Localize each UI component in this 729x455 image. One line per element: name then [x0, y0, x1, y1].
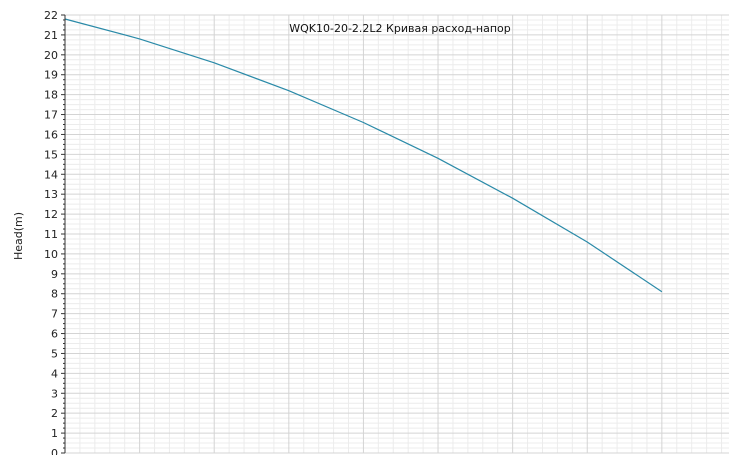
major-grid [65, 14, 729, 454]
series-layer [64, 18, 663, 293]
y-tick-label: 21 [44, 29, 58, 42]
y-tick-label: 0 [51, 447, 58, 455]
y-tick-label: 18 [44, 89, 58, 102]
y-tick-label: 22 [44, 9, 58, 22]
y-tick-label: 19 [44, 69, 58, 82]
chart-title: WQK10-20-2.2L2 Кривая расход-напор [289, 22, 511, 35]
y-tick-label: 3 [51, 387, 58, 400]
y-tick-label: 2 [51, 407, 58, 420]
y-tick-label: 17 [44, 109, 58, 122]
y-tick-label: 7 [51, 308, 58, 321]
y-tick-label: 5 [51, 347, 58, 360]
y-tick-label: 8 [51, 288, 58, 301]
y-tick-label: 14 [44, 168, 58, 181]
y-tick-label: 20 [44, 49, 58, 62]
y-tick-label: 9 [51, 268, 58, 281]
y-tick-label: 16 [44, 128, 58, 141]
y-tick-label: 10 [44, 248, 58, 261]
series-line [64, 18, 663, 293]
y-tick-label: 1 [51, 427, 58, 440]
y-tick-label: 15 [44, 148, 58, 161]
y-tick-label: 12 [44, 208, 58, 221]
y-tick-label: 4 [51, 367, 58, 380]
y-tick-label: 11 [44, 228, 58, 241]
y-tick-label: 6 [51, 328, 58, 341]
y-tick-label: 13 [44, 188, 58, 201]
y-axis-label: Head(m) [12, 212, 25, 260]
